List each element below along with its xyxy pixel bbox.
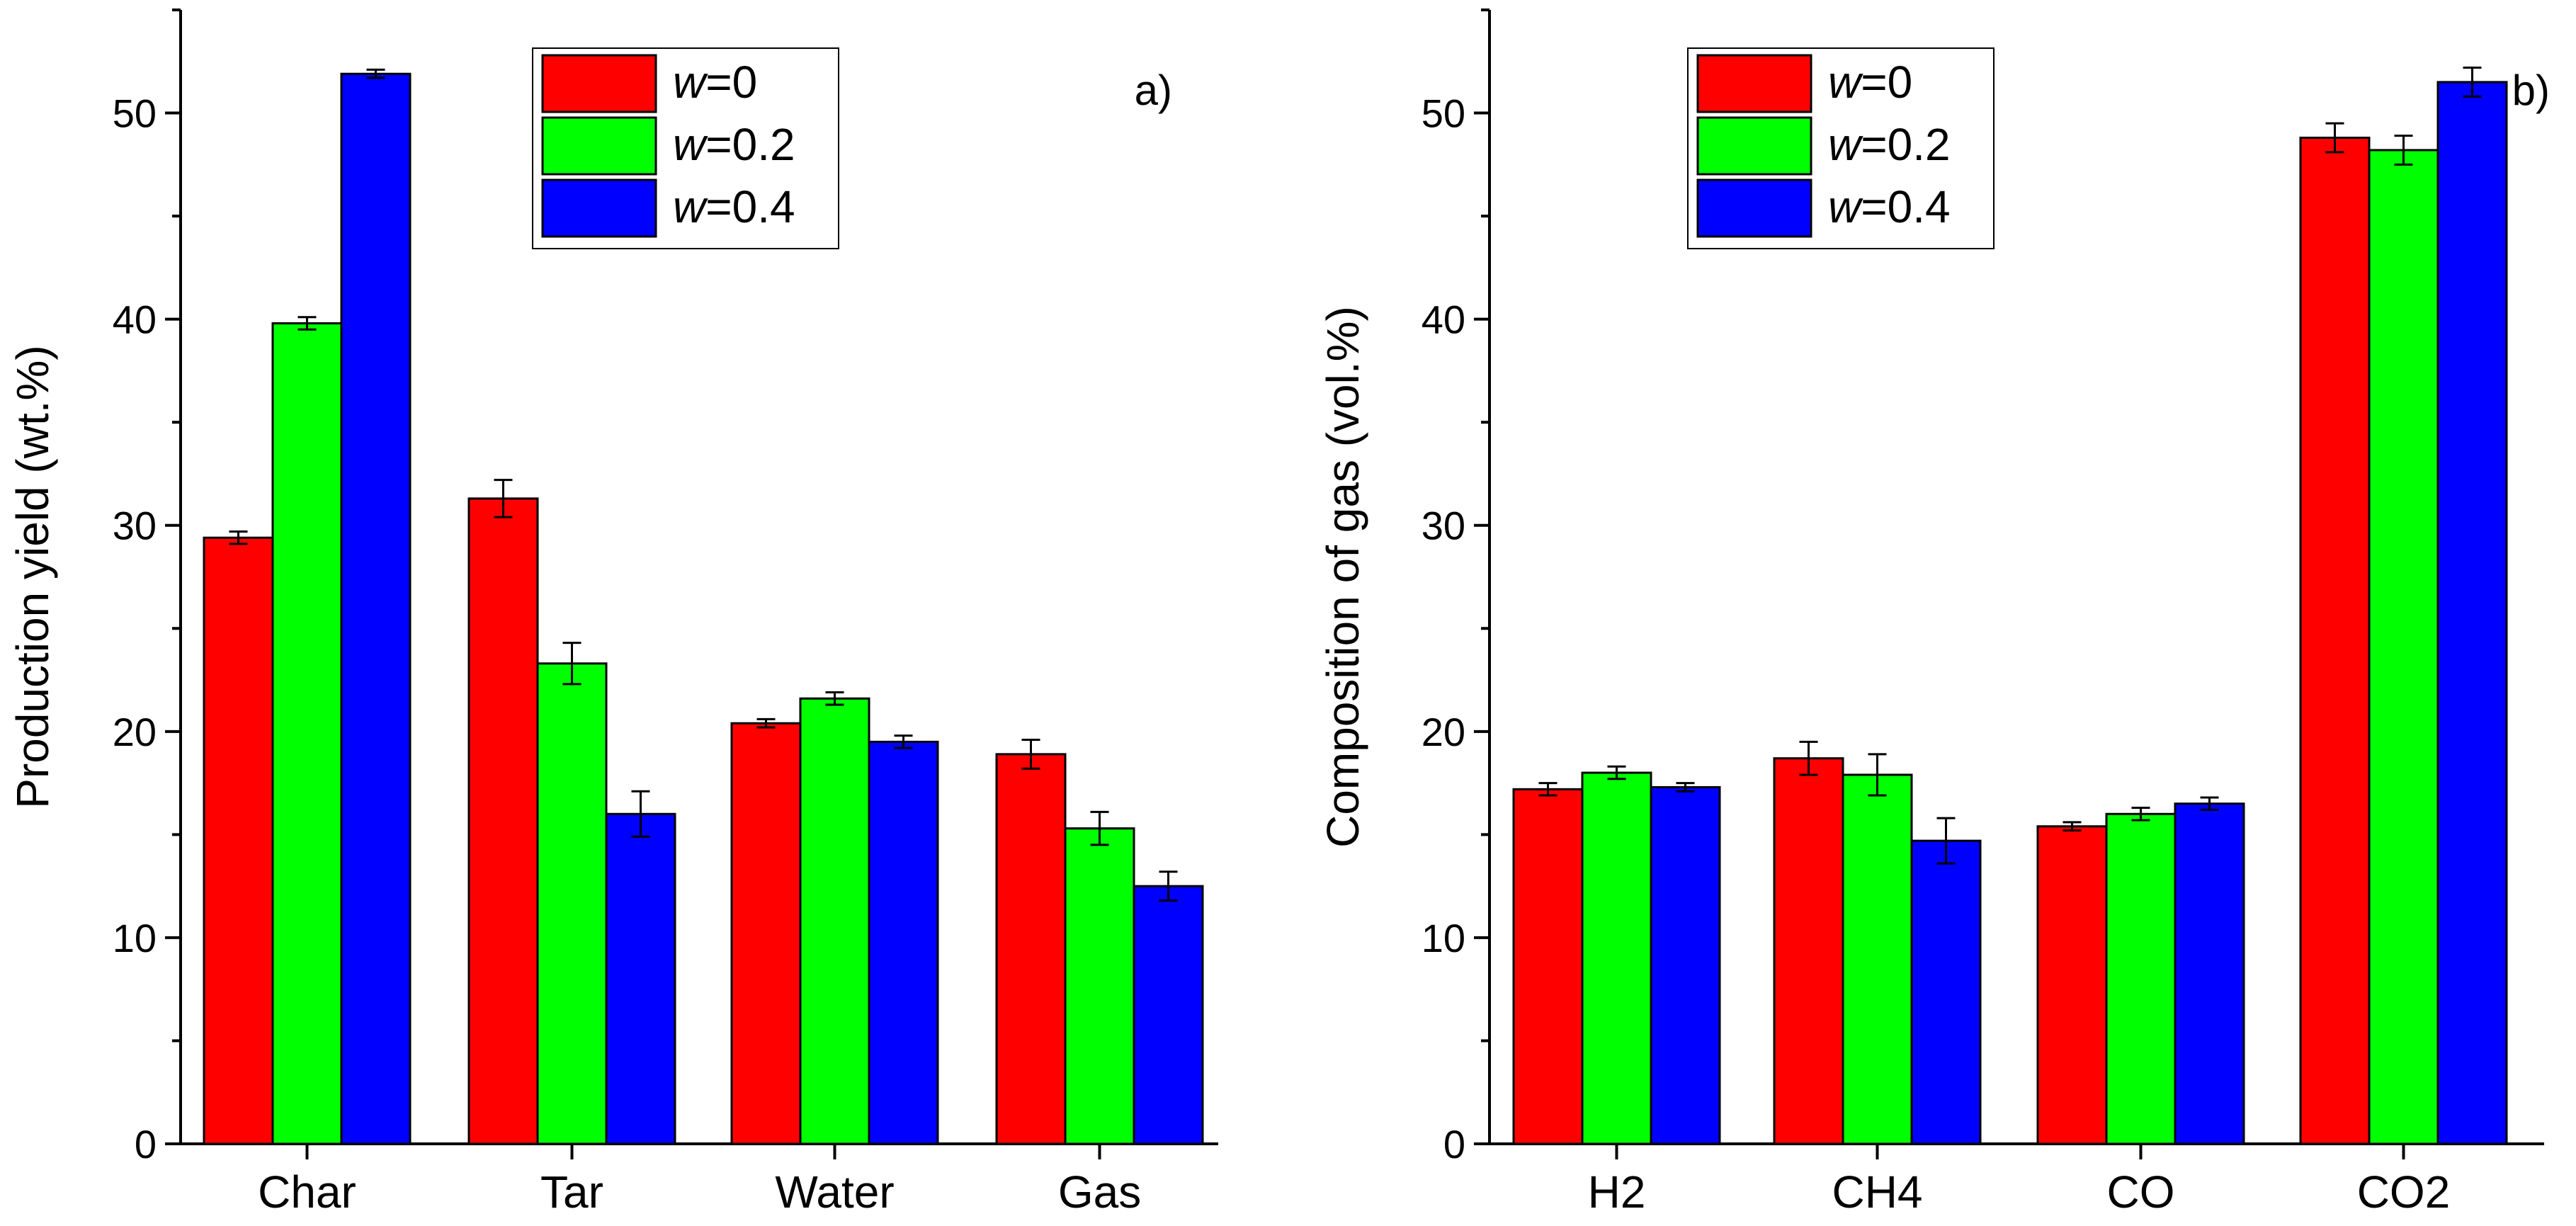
category-label: CO (2107, 1167, 2175, 1218)
legend-swatch (543, 180, 656, 237)
bar-tar-series-0 (469, 499, 538, 1144)
bar-h2-series-2 (1651, 787, 1720, 1144)
legend-label: w=0.4 (673, 181, 795, 232)
y-tick-label: 50 (113, 91, 157, 136)
category-label: Char (258, 1167, 356, 1218)
category-label: CH4 (1832, 1167, 1922, 1218)
bar-h2-series-1 (1582, 773, 1651, 1144)
y-tick-label: 10 (113, 916, 157, 960)
bar-h2-series-0 (1514, 789, 1582, 1144)
bar-char-series-2 (341, 74, 410, 1144)
category-label: Tar (540, 1167, 603, 1218)
legend-swatch (1698, 180, 1811, 237)
bar-co-series-0 (2038, 827, 2106, 1144)
bar-char-series-0 (204, 538, 273, 1144)
y-tick-label: 10 (1422, 916, 1465, 960)
y-tick-label: 20 (113, 710, 157, 754)
legend-label: w=0 (673, 57, 757, 108)
panel-tag: b) (2512, 67, 2550, 114)
bar-co2-series-0 (2300, 137, 2369, 1144)
y-tick-label: 20 (1422, 710, 1465, 754)
category-label: Water (775, 1167, 894, 1218)
y-axis-title: Production yield (wt.%) (7, 345, 58, 808)
bar-water-series-2 (869, 742, 938, 1144)
y-tick-label: 30 (113, 504, 157, 548)
bar-gas-series-0 (997, 754, 1065, 1144)
bar-gas-series-1 (1065, 829, 1134, 1144)
bar-char-series-1 (273, 323, 341, 1144)
y-axis-title: Composition of gas (vol.%) (1317, 306, 1368, 848)
bar-tar-series-2 (606, 814, 675, 1144)
bar-co2-series-1 (2369, 150, 2438, 1144)
chart-panel-b: 0 10 20 30 40 50 Composition of gas (vol.%) H2 C… (1317, 10, 2550, 1218)
y-tick-label: 40 (113, 297, 157, 342)
legend-label: w=0.2 (1828, 119, 1951, 170)
bar-tar-series-1 (538, 664, 606, 1144)
bar-co-series-1 (2106, 814, 2175, 1144)
bar-co2-series-2 (2438, 82, 2507, 1144)
legend-swatch (1698, 118, 1811, 174)
chart-figure: 0 10 20 30 40 50 Production yield (wt.%) Char Ta… (0, 0, 2576, 1226)
legend-label: w=0 (1828, 57, 1912, 108)
bar-ch4-series-1 (1843, 775, 1912, 1144)
category-label: H2 (1588, 1167, 1646, 1218)
y-tick-label: 50 (1422, 91, 1465, 136)
bar-water-series-0 (732, 723, 800, 1144)
y-tick-label: 30 (1422, 504, 1465, 548)
legend-swatch (543, 55, 656, 112)
bar-gas-series-2 (1134, 886, 1203, 1144)
chart-panel-a: 0 10 20 30 40 50 Production yield (wt.%) Char Ta… (7, 10, 1218, 1218)
panel-tag: a) (1135, 67, 1172, 114)
y-tick-label: 0 (1443, 1122, 1465, 1167)
y-tick-label: 0 (135, 1122, 157, 1167)
bar-water-series-1 (800, 698, 869, 1144)
bar-ch4-series-2 (1912, 841, 1980, 1144)
bar-co-series-2 (2175, 804, 2244, 1144)
category-label: CO2 (2357, 1167, 2451, 1218)
bar-ch4-series-0 (1774, 759, 1843, 1144)
legend-swatch (1698, 55, 1811, 112)
legend-label: w=0.4 (1828, 181, 1951, 232)
y-tick-label: 40 (1422, 297, 1465, 342)
category-label: Gas (1058, 1167, 1141, 1218)
legend-label: w=0.2 (673, 119, 795, 170)
legend-swatch (543, 118, 656, 174)
